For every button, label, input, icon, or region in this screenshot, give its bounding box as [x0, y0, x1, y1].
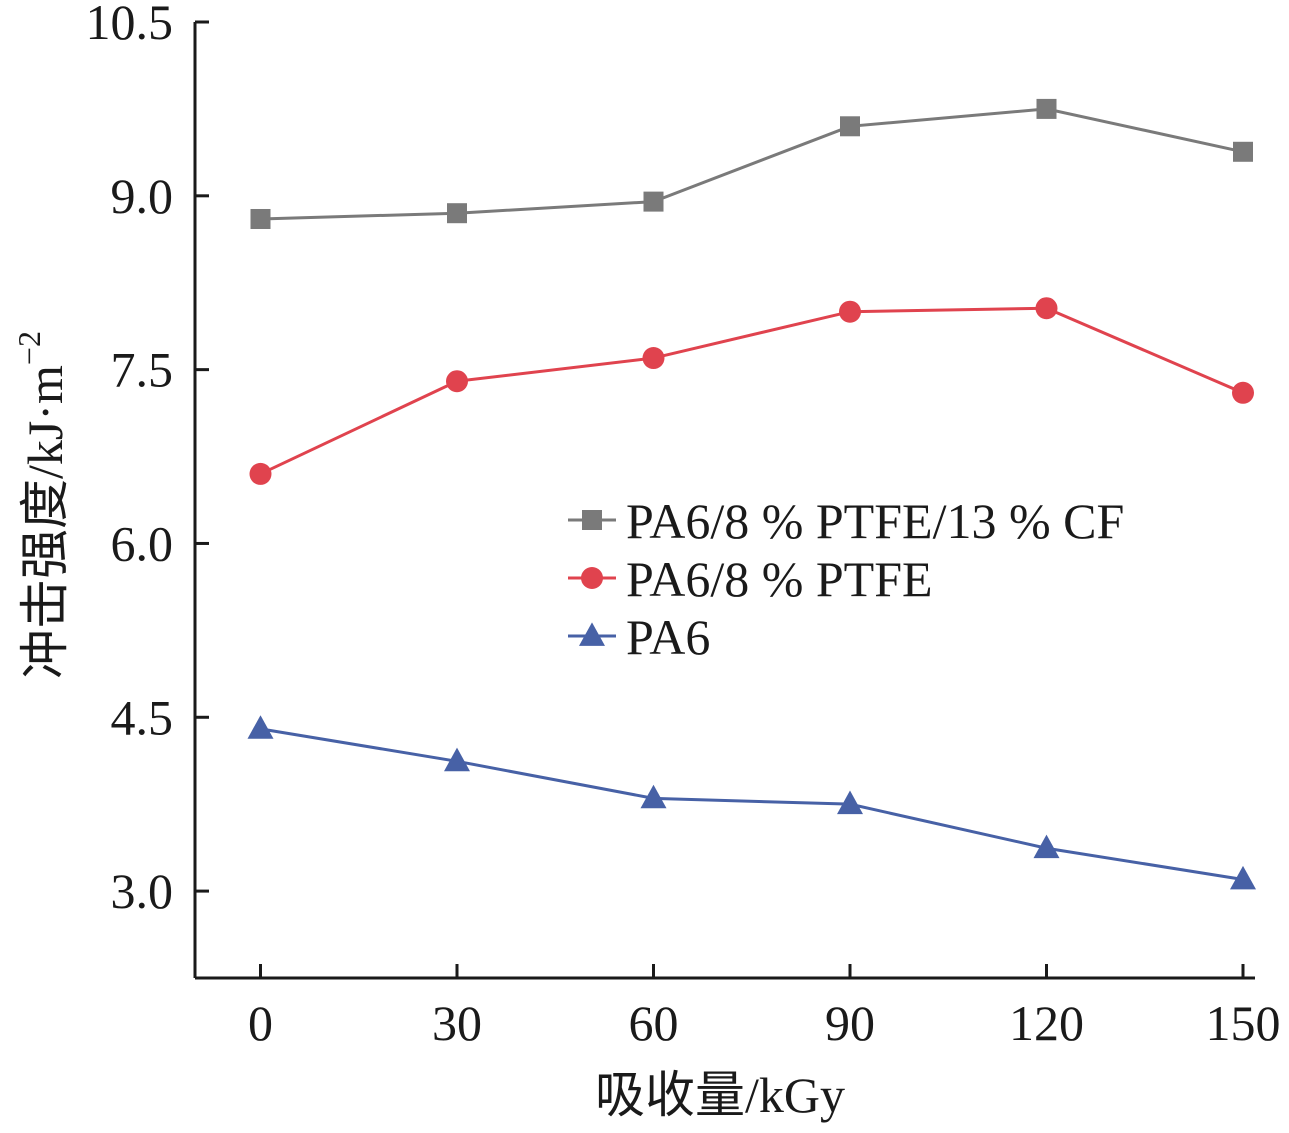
y-tick-label: 10.5: [86, 0, 174, 50]
y-tick-label: 3.0: [111, 863, 174, 919]
x-tick-label: 90: [825, 995, 875, 1051]
series-circle: [249, 297, 1254, 485]
data-point-square: [250, 208, 271, 229]
data-point-circle: [249, 462, 272, 485]
series-line: [260, 727, 1244, 881]
series-triangle: [247, 715, 1256, 890]
y-tick-label: 4.5: [111, 689, 174, 745]
data-point-triangle: [1230, 865, 1256, 890]
legend-item: PA6/8 % PTFE: [568, 551, 933, 607]
data-point-circle: [1232, 381, 1254, 404]
y-axis-title: 冲击强度/kJ·m−2: [11, 331, 73, 679]
data-point-triangle: [640, 784, 667, 809]
data-point-triangle: [1033, 834, 1060, 859]
legend-label: PA6: [626, 609, 710, 665]
y-tick-label: 9.0: [111, 168, 174, 224]
x-axis-title: 吸收量/kGy: [595, 1067, 845, 1123]
series-line: [260, 107, 1244, 221]
data-point-square: [840, 116, 860, 137]
data-point-triangle: [444, 747, 470, 772]
legend-label: PA6/8 % PTFE/13 % CF: [626, 493, 1124, 549]
data-point-square: [643, 191, 664, 212]
x-tick-label: 0: [248, 995, 273, 1051]
x-tick-label: 30: [432, 995, 482, 1051]
legend-item: PA6/8 % PTFE/13 % CF: [568, 493, 1124, 549]
data-point-circle: [642, 347, 665, 370]
y-axis-title-main: 冲击强度/kJ·m: [17, 365, 73, 679]
data-point-circle: [446, 370, 468, 393]
y-axis-title-exponent: −2: [11, 331, 47, 365]
tick-marks: 3.0 4.5 6.0 7.5 9.0 10.5 0 30 60 90 120 150: [86, 0, 1281, 1051]
data-point-square: [1036, 98, 1057, 119]
data-point-triangle: [837, 790, 863, 815]
data-point-circle: [839, 300, 861, 323]
legend-label: PA6/8 % PTFE: [626, 551, 933, 607]
data-point-square: [1233, 141, 1253, 162]
x-tick-label: 120: [1009, 995, 1084, 1051]
data-point-circle: [1035, 297, 1058, 320]
series-square: [250, 98, 1253, 229]
legend-marker-circle: [581, 567, 603, 589]
y-tick-label: 6.0: [111, 515, 174, 571]
data-point-triangle: [247, 715, 274, 739]
x-tick-label: 60: [629, 995, 679, 1051]
y-tick-label: 7.5: [111, 342, 174, 398]
series-layer: [247, 98, 1256, 890]
legend-marker-triangle: [579, 622, 605, 646]
legend-marker-square: [582, 510, 602, 530]
data-point-square: [447, 203, 467, 224]
axes: [193, 22, 1255, 980]
legend-item: PA6: [568, 609, 710, 665]
series-line: [259, 306, 1244, 476]
x-tick-label: 150: [1206, 995, 1281, 1051]
